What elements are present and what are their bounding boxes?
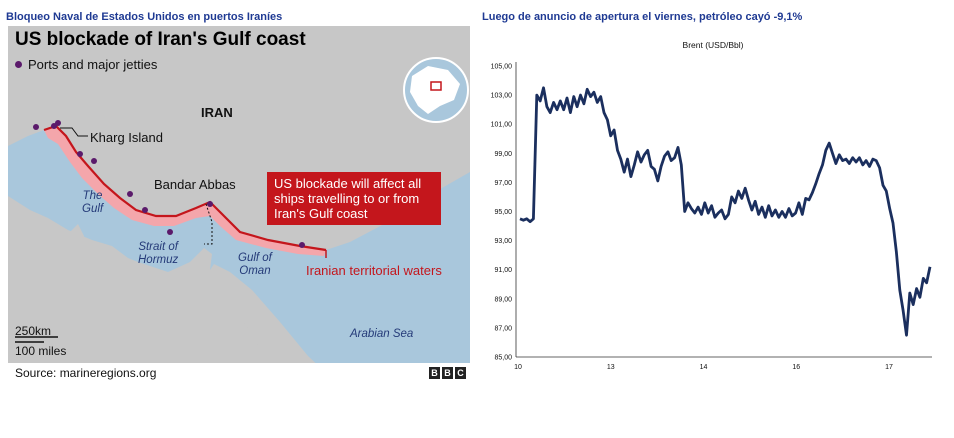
gulf-label: The Gulf — [82, 190, 103, 216]
y-tick-label: 87,00 — [494, 325, 512, 332]
chart-title: Brent (USD/Bbl) — [683, 40, 744, 50]
gulf-of-oman-label: Gulf of Oman — [238, 252, 272, 278]
territorial-waters — [44, 126, 326, 256]
gulf-label-line2: Gulf — [82, 203, 104, 215]
strait-label-line1: Strait of — [138, 241, 178, 253]
port-marker — [77, 151, 83, 157]
port-marker — [142, 207, 148, 213]
y-tick-label: 91,00 — [494, 267, 512, 274]
bandar-abbas-label: Bandar Abbas — [154, 177, 236, 192]
territorial-waters-label: Iranian territorial waters — [306, 263, 442, 278]
map-graphic — [8, 57, 470, 384]
uae-land — [100, 248, 270, 364]
y-tick-label: 89,00 — [494, 296, 512, 303]
country-label: IRAN — [201, 105, 233, 120]
x-tick-label: 14 — [700, 364, 708, 371]
port-marker — [207, 201, 213, 207]
y-tick-label: 97,00 — [494, 180, 512, 187]
kharg-label: Kharg Island — [90, 130, 163, 145]
x-tick-label: 17 — [885, 364, 893, 371]
port-marker — [127, 191, 133, 197]
x-tick-labels: 10 13 14 16 17 — [514, 364, 893, 371]
y-tick-labels: 85,00 87,00 89,00 91,00 93,00 95,00 97,00 99,00… — [491, 64, 513, 362]
port-marker — [299, 242, 305, 248]
port-marker — [167, 229, 173, 235]
brent-series-line — [519, 86, 932, 337]
bbc-logo: B B C — [429, 367, 466, 379]
blockade-callout: US blockade will affect all ships travel… — [267, 172, 441, 225]
arabian-sea-label: Arabian Sea — [350, 328, 414, 340]
legend-label: Ports and major jetties — [28, 57, 158, 72]
oman-label-line2: Oman — [239, 265, 271, 277]
strait-label: Strait of Hormuz — [138, 241, 178, 267]
source-note: Source: marineregions.org — [15, 366, 157, 380]
y-tick-label: 105,00 — [491, 64, 513, 71]
y-tick-label: 99,00 — [494, 151, 512, 158]
right-panel-title: Luego de anuncio de apertura el viernes,… — [482, 11, 803, 23]
scale-km-label: 250km — [15, 324, 52, 338]
y-tick-label: 85,00 — [494, 355, 512, 362]
y-tick-label: 101,00 — [491, 122, 513, 129]
left-panel-title: Bloqueo Naval de Estados Unidos en puert… — [6, 11, 283, 23]
globe-highlight-box — [430, 81, 442, 91]
port-marker — [55, 120, 61, 126]
map-legend: Ports and major jetties — [15, 57, 157, 72]
x-tick-label: 16 — [792, 364, 800, 371]
y-tick-label: 95,00 — [494, 209, 512, 216]
strait-label-line2: Hormuz — [138, 254, 179, 266]
oman-label-line1: Gulf of — [238, 252, 272, 264]
gulf-label-line1: The — [82, 190, 103, 202]
qatar-land — [66, 224, 84, 262]
strait-leader — [204, 203, 213, 245]
coast-border-line — [43, 124, 327, 252]
map-footer: Source: marineregions.org B B C — [8, 363, 470, 384]
logo-letter: C — [455, 367, 466, 379]
brent-chart: Brent (USD/Bbl) 85,00 87,00 89,00 91,00 93,0… — [491, 40, 932, 371]
y-tick-label: 93,00 — [494, 238, 512, 245]
port-marker — [33, 124, 39, 130]
iran-blockade-map: US blockade of Iran's Gulf coast Ports a… — [8, 26, 470, 384]
x-tick-label: 13 — [607, 364, 615, 371]
logo-letter: B — [429, 367, 440, 379]
map-scale: 250km 100 miles — [15, 324, 66, 358]
port-marker — [91, 158, 97, 164]
water-area — [8, 126, 470, 384]
y-tick-label: 103,00 — [491, 93, 513, 100]
map-headline: US blockade of Iran's Gulf coast — [15, 29, 306, 50]
logo-letter: B — [442, 367, 453, 379]
scale-miles-label: 100 miles — [15, 344, 67, 358]
x-tick-label: 10 — [514, 364, 522, 371]
kharg-leader — [60, 127, 88, 137]
port-dot-icon — [15, 61, 22, 68]
